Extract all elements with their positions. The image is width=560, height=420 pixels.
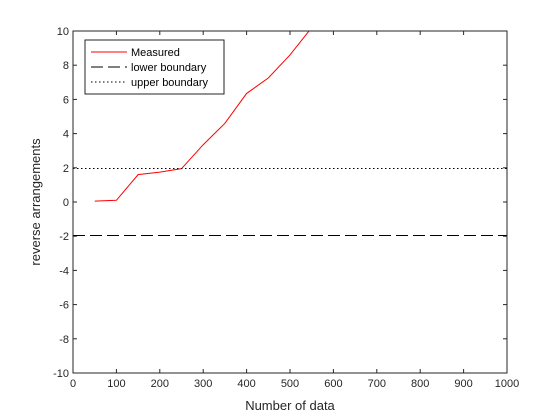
legend-label: Measured <box>131 47 180 59</box>
x-tick-label: 700 <box>368 378 386 390</box>
series-line-measured <box>94 31 310 202</box>
y-tick-label: 4 <box>63 129 69 141</box>
x-tick-label: 900 <box>454 378 472 390</box>
y-tick-label: 8 <box>63 60 69 72</box>
series-layer <box>73 31 507 237</box>
ticks-layer: 0 100 200 300 400 500 600 700 800 900 1000-10-8-6-… <box>53 26 519 390</box>
legend-label: upper boundary <box>131 77 209 89</box>
x-tick-label: 800 <box>411 378 429 390</box>
x-tick-label: 400 <box>237 378 255 390</box>
legend-label: lower boundary <box>131 62 207 74</box>
x-axis-label: Number of data <box>245 398 335 413</box>
x-tick-label: 100 <box>107 378 125 390</box>
y-tick-label: 2 <box>63 163 69 175</box>
x-tick-label: 500 <box>281 378 299 390</box>
x-tick-label: 0 <box>70 378 76 390</box>
legend: Measured lower boundary upper boundary <box>84 39 225 95</box>
y-tick-label: -6 <box>59 300 69 312</box>
y-tick-label: 10 <box>57 26 69 38</box>
x-tick-label: 1000 <box>495 378 519 390</box>
y-tick-label: 0 <box>63 197 69 209</box>
y-tick-label: -4 <box>59 265 69 277</box>
x-tick-label: 600 <box>324 378 342 390</box>
x-tick-label: 300 <box>194 378 212 390</box>
y-axis-label: reverse arrangements <box>28 138 43 266</box>
y-tick-label: -8 <box>59 334 69 346</box>
plot-frame <box>72 30 508 374</box>
y-tick-label: 6 <box>63 94 69 106</box>
x-tick-label: 200 <box>151 378 169 390</box>
y-tick-label: -2 <box>59 231 69 243</box>
y-tick-label: -10 <box>53 368 69 380</box>
